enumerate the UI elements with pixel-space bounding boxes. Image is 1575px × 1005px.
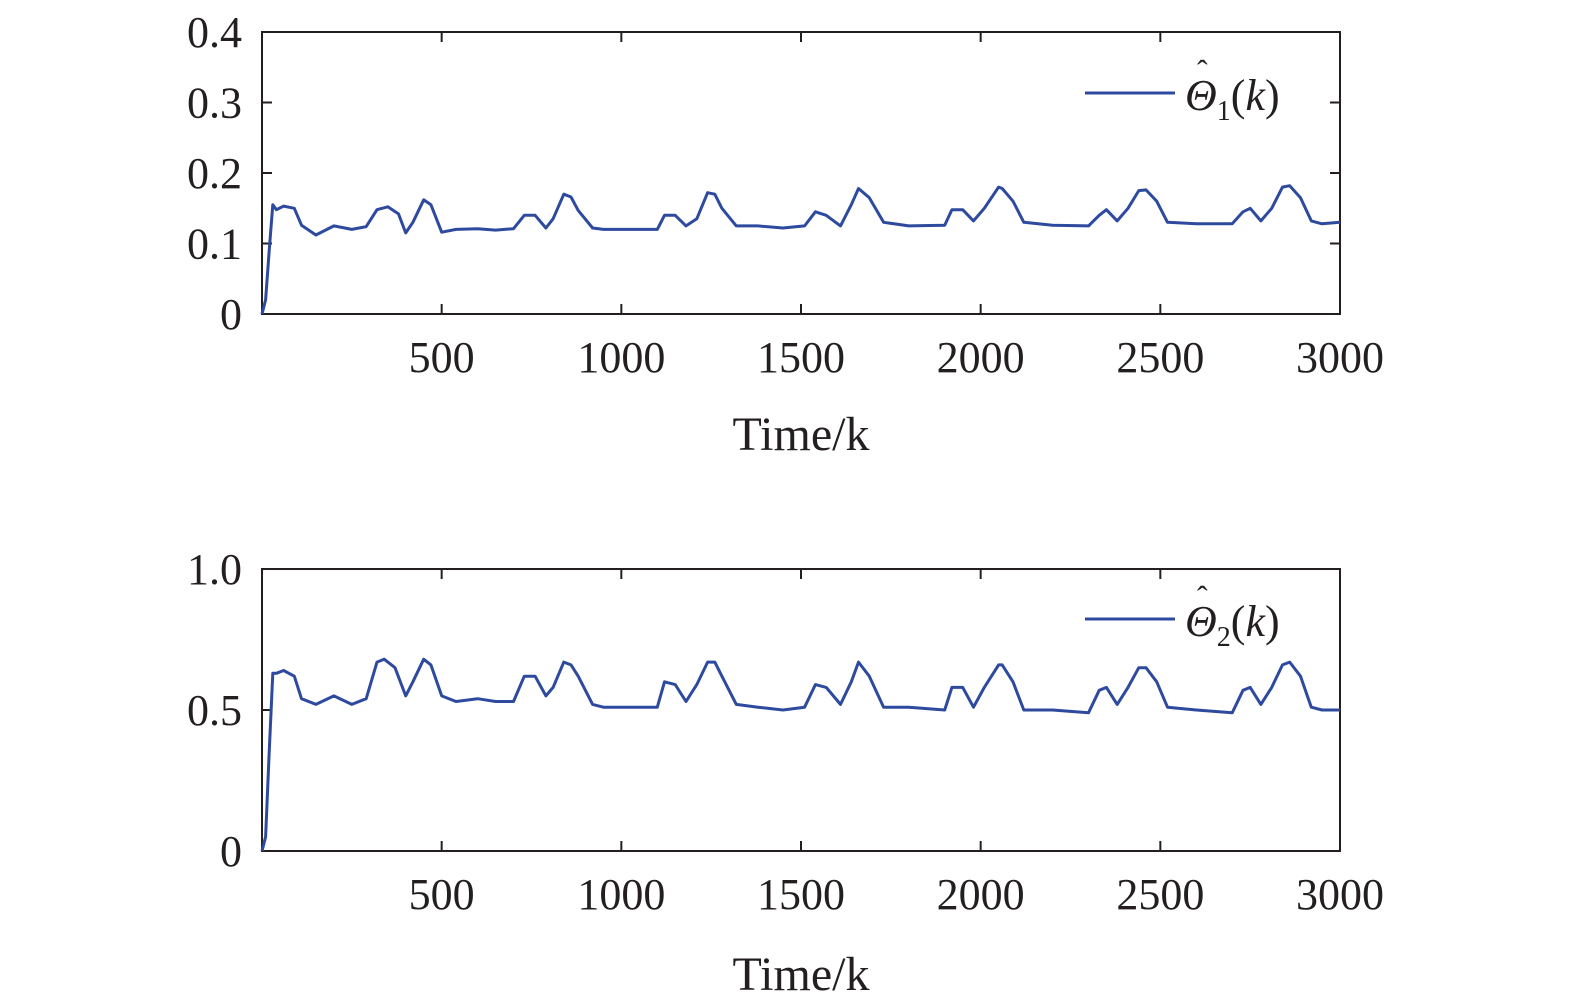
y-tick-label: 0.4 xyxy=(187,8,242,57)
chart-panel-1: 500 1000 1500 2000 2500 3000 0 0.1 0.2 0.3 0.4 Θ1… xyxy=(187,8,1384,461)
x-axis-title: Time/k xyxy=(733,948,870,1001)
legend-symbol: Θ xyxy=(1185,71,1217,120)
y-tick-label: 0.3 xyxy=(187,79,242,128)
plot-frame xyxy=(261,31,1341,315)
y-tick-label: 0.1 xyxy=(187,220,242,269)
y-tick-label: 0 xyxy=(220,827,242,876)
y-tick-label: 0 xyxy=(220,290,242,339)
x-tick-label: 2000 xyxy=(937,870,1025,919)
y-ticks: 0 0.1 0.2 0.3 0.4 xyxy=(187,8,1340,339)
x-tick-label: 1000 xyxy=(577,870,665,919)
legend: Θ2(k) ˆ xyxy=(1085,579,1280,653)
x-tick-label: 2000 xyxy=(937,333,1025,382)
x-ticks: 500 1000 1500 2000 2500 3000 xyxy=(409,569,1384,919)
plot-frame xyxy=(261,568,1341,852)
x-tick-label: 500 xyxy=(409,870,475,919)
legend-hat: ˆ xyxy=(1197,53,1208,89)
series-line xyxy=(260,184,1341,315)
series-group xyxy=(260,184,1341,315)
x-tick-label: 2500 xyxy=(1116,870,1204,919)
y-tick-label: 1.0 xyxy=(187,545,242,594)
legend-hat: ˆ xyxy=(1197,579,1208,615)
x-tick-label: 3000 xyxy=(1296,333,1384,382)
legend-label: Θ1(k) xyxy=(1185,71,1280,127)
x-tick-label: 1500 xyxy=(757,333,845,382)
y-ticks: 0 0.5 1.0 xyxy=(187,545,1340,876)
x-tick-label: 2500 xyxy=(1116,333,1204,382)
legend: Θ1(k) ˆ xyxy=(1085,53,1280,127)
legend-label: Θ2(k) xyxy=(1185,597,1280,653)
x-tick-label: 3000 xyxy=(1296,870,1384,919)
x-axis-title: Time/k xyxy=(733,408,870,461)
x-tick-label: 1500 xyxy=(757,870,845,919)
y-tick-label: 0.2 xyxy=(187,149,242,198)
x-ticks: 500 1000 1500 2000 2500 3000 xyxy=(409,32,1384,382)
chart-panel-2: 500 1000 1500 2000 2500 3000 00.51.0 Θ2(k) ˆ … xyxy=(187,545,1384,1001)
legend-symbol: Θ xyxy=(1185,597,1217,646)
x-tick-label: 1000 xyxy=(577,333,665,382)
series-line xyxy=(260,657,1340,852)
x-tick-label: 500 xyxy=(409,333,475,382)
y-tick-label: 0.5 xyxy=(187,686,242,735)
series-group xyxy=(260,657,1340,852)
